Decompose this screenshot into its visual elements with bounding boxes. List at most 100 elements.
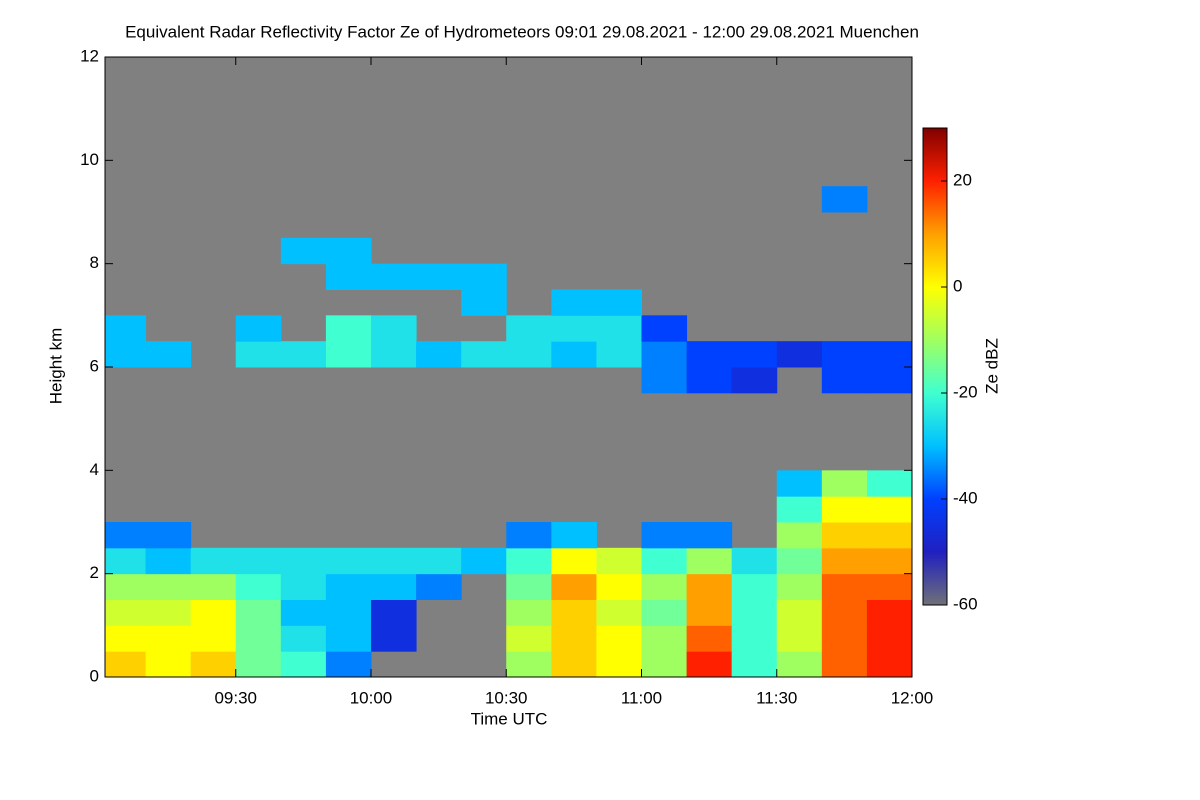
heat-cell [776,651,823,678]
heat-cell [105,315,147,342]
x-tick-label: 12:00 [891,688,934,707]
heat-cell [105,522,147,549]
heat-cell [461,289,507,316]
heat-cell [551,522,597,549]
heat-cell [506,547,552,575]
heat-cell [551,289,597,316]
heat-cell [776,573,823,600]
heat-cell [145,625,192,652]
y-tick-label: 12 [80,46,99,65]
heat-cell [866,547,913,575]
heat-cell [641,367,688,394]
heat-cell [821,547,868,575]
heat-cell [776,470,823,497]
heat-cell [641,547,688,575]
y-tick-label: 8 [90,253,99,272]
heat-cell [641,573,688,600]
colorbar [922,127,948,606]
heat-cell [325,651,372,678]
heat-cell [596,315,642,342]
heat-cell [370,625,417,652]
heat-cell [821,599,868,626]
y-tick-label: 6 [90,356,99,375]
heat-cell [731,573,778,600]
heat-cell [235,599,282,626]
y-tick-label: 4 [90,460,99,479]
heat-cell [416,547,462,575]
heat-cell [821,496,868,523]
heat-cell [325,547,372,575]
y-axis-label: Height km [46,328,65,405]
x-tick-label: 11:00 [621,688,662,707]
heat-cell [506,315,552,342]
heat-cell [641,315,688,342]
heat-cell [866,599,913,626]
heat-cell [641,522,688,549]
heat-cell [280,651,327,678]
heat-cell [190,547,237,575]
heat-cell [280,237,327,265]
heat-cell [641,599,688,626]
heat-cell [596,651,642,678]
heat-cell [506,625,552,652]
x-tick-label: 11:30 [756,688,797,707]
heat-cell [190,599,237,626]
heat-cell [776,496,823,523]
heat-cell [821,186,868,213]
heat-cell [686,599,733,626]
heat-cell [551,625,597,652]
heat-cell [145,573,192,600]
heat-cell [731,599,778,626]
heat-cell [731,547,778,575]
heat-cell [686,573,733,600]
heat-cell [596,341,642,368]
heat-cell [370,547,417,575]
heat-cell [280,573,327,600]
colorbar-tick-label: -20 [953,382,978,401]
heat-cell [105,547,147,575]
heat-cell [280,547,327,575]
heat-cell [370,573,417,600]
heat-cell [325,625,372,652]
heat-cell [325,263,372,290]
heat-cell [686,367,733,394]
heat-cell [821,367,868,394]
heat-cell [145,651,192,678]
heat-cell [325,341,372,368]
heat-cell [235,625,282,652]
x-tick-label: 10:00 [350,688,393,707]
heat-cell [776,341,823,368]
heat-cell [821,522,868,549]
heat-cell [506,651,552,678]
heat-cell [461,341,507,368]
heat-cell [776,547,823,575]
heat-cell [866,341,913,368]
heat-cell [596,599,642,626]
heat-cell [821,470,868,497]
heat-cell [325,573,372,600]
heat-cell [821,625,868,652]
heat-cell [551,341,597,368]
heat-cell [551,547,597,575]
colorbar-tick-label: 20 [953,170,972,189]
heat-cell [506,341,552,368]
heat-cell [325,237,372,265]
heat-cell [416,573,462,600]
heat-cell [866,573,913,600]
heat-cell [506,599,552,626]
heat-cell [731,651,778,678]
heat-cell [776,522,823,549]
heat-cell [551,315,597,342]
heat-cell [105,651,147,678]
x-axis-label: Time UTC [471,709,548,728]
heat-cell [641,625,688,652]
heat-cell [280,625,327,652]
heat-cell [145,522,192,549]
x-tick-label: 10:30 [485,688,528,707]
heat-cell [280,599,327,626]
heat-cell [461,263,507,290]
heat-cell [235,341,282,368]
colorbar-tick-label: 0 [953,276,962,295]
heat-cell [776,599,823,626]
heat-cell [551,599,597,626]
